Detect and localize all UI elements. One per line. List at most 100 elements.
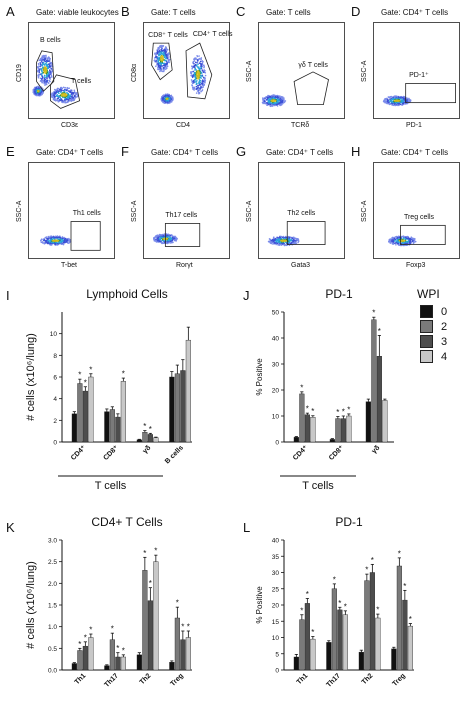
bar xyxy=(82,390,88,443)
event-dot xyxy=(198,58,200,60)
event-dot xyxy=(198,79,201,81)
event-dot xyxy=(195,57,197,59)
event-dot xyxy=(167,93,169,96)
event-dot xyxy=(412,238,415,240)
event-dot xyxy=(405,236,407,239)
category-label: Th1 xyxy=(296,672,310,686)
gate-polygon xyxy=(36,50,55,92)
event-dot xyxy=(398,242,400,245)
y-tick-label: 10 xyxy=(50,331,58,338)
event-dot xyxy=(50,244,53,246)
bar xyxy=(104,665,110,671)
event-dot xyxy=(160,62,162,65)
category-label: Treg xyxy=(170,672,185,687)
event-dot xyxy=(43,59,46,62)
event-dot xyxy=(54,242,57,245)
bar xyxy=(174,617,180,671)
event-dot xyxy=(42,241,44,243)
event-dot xyxy=(46,74,48,76)
bar xyxy=(340,418,346,443)
event-dot xyxy=(157,57,159,59)
event-dot xyxy=(197,66,200,69)
y-axis-label: # cells (x10⁶/lung) xyxy=(25,333,37,421)
significance-marker: * xyxy=(306,590,309,599)
density-core xyxy=(279,239,288,242)
event-dot xyxy=(153,59,156,62)
event-dot xyxy=(274,96,277,98)
event-dot xyxy=(56,88,59,90)
event-dot xyxy=(64,100,66,103)
event-dot xyxy=(194,61,197,64)
y-tick-label: 0 xyxy=(275,668,279,675)
event-dot xyxy=(282,102,284,105)
event-dot xyxy=(388,239,390,242)
significance-marker: * xyxy=(306,405,309,414)
event-dot xyxy=(163,53,166,55)
event-dot xyxy=(39,88,42,91)
bar xyxy=(180,370,186,443)
significance-marker: * xyxy=(311,407,314,416)
flow-plot xyxy=(28,22,115,119)
population-label: PD-1⁺ xyxy=(409,71,429,79)
event-dot xyxy=(157,58,160,60)
event-dot xyxy=(70,89,72,91)
event-dot xyxy=(164,55,166,57)
event-dot xyxy=(396,242,399,245)
plot-frame xyxy=(373,162,460,259)
event-dot xyxy=(403,103,406,105)
event-dot xyxy=(57,242,59,245)
y-axis-label: SSC-A xyxy=(361,200,368,222)
bar xyxy=(71,413,77,443)
bar xyxy=(293,437,299,443)
event-dot xyxy=(62,86,65,89)
event-dot xyxy=(193,58,196,61)
event-dot xyxy=(192,70,195,73)
event-dot xyxy=(39,80,42,82)
event-dot xyxy=(72,98,75,101)
event-dot xyxy=(155,236,158,238)
y-tick-label: 30 xyxy=(272,570,280,577)
event-dot xyxy=(165,95,167,97)
bar xyxy=(104,411,110,443)
event-dot xyxy=(41,63,44,65)
bar xyxy=(304,414,310,443)
event-dot xyxy=(396,237,398,240)
event-dot xyxy=(204,72,207,74)
event-dot xyxy=(270,239,273,242)
event-dot xyxy=(60,86,62,89)
y-tick-label: 2 xyxy=(53,418,57,425)
significance-marker: * xyxy=(338,599,341,608)
event-dot xyxy=(168,237,171,240)
event-dot xyxy=(167,59,170,62)
event-dot xyxy=(38,64,40,66)
event-dot xyxy=(385,97,388,100)
event-dot xyxy=(53,98,56,100)
bar xyxy=(376,356,382,443)
event-dot xyxy=(168,98,170,100)
gate-polygon xyxy=(293,71,329,105)
gate-title: Gate: CD4⁺ T cells xyxy=(381,148,449,157)
event-dot xyxy=(194,81,197,83)
significance-marker: * xyxy=(336,408,339,417)
x-axis-label: Foxp3 xyxy=(406,262,426,269)
event-dot xyxy=(49,70,51,72)
event-dot xyxy=(275,243,277,246)
event-dot xyxy=(60,241,62,244)
event-dot xyxy=(43,56,46,58)
bar xyxy=(185,339,191,443)
event-dot xyxy=(44,84,46,86)
event-dot xyxy=(295,240,297,242)
category-label: γδ xyxy=(142,444,153,455)
event-dot xyxy=(293,242,295,245)
flow-plot xyxy=(28,162,115,259)
event-dot xyxy=(270,241,273,244)
event-dot xyxy=(389,242,392,244)
event-dot xyxy=(407,100,410,102)
event-dot xyxy=(388,96,390,98)
event-dot xyxy=(43,82,45,85)
event-dot xyxy=(161,97,164,100)
event-dot xyxy=(162,66,165,69)
event-dot xyxy=(409,240,411,243)
event-dot xyxy=(275,102,278,104)
event-dot xyxy=(294,241,297,243)
